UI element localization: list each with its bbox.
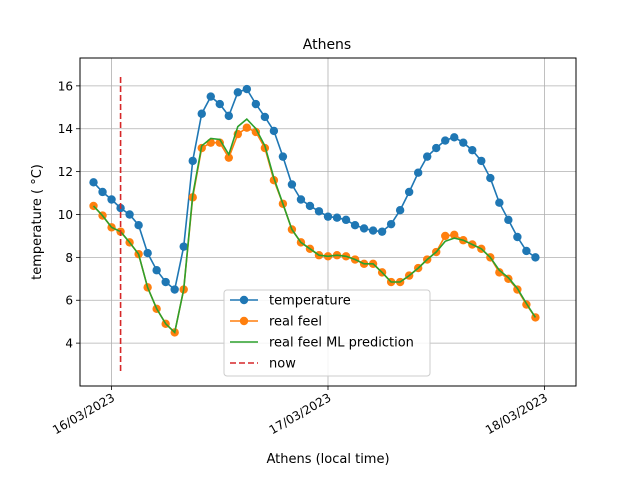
- series-1-point: [495, 268, 504, 277]
- series-0-point: [152, 266, 161, 275]
- plot-lines: [89, 75, 540, 371]
- series-1-point: [531, 313, 540, 322]
- series-line-0: [92, 88, 536, 291]
- y-tick-label: 4: [65, 337, 73, 351]
- series-0-point: [206, 92, 215, 101]
- legend-label: real feel: [269, 315, 322, 330]
- series-0-point: [224, 111, 233, 121]
- series-0-point: [441, 136, 450, 145]
- grid: [80, 58, 576, 386]
- series-0-point: [377, 227, 387, 236]
- series-0-point: [161, 277, 170, 287]
- series-0-point: [233, 88, 243, 97]
- series-0-point: [423, 152, 432, 161]
- ticks: 4 6 8 10 12 14 16 16/03/2023 17/03/2023 18/03/202…: [50, 79, 550, 437]
- series-0-point: [197, 109, 206, 118]
- series-0-point: [495, 198, 504, 207]
- x-tick-label: 18/03/2023: [483, 390, 550, 437]
- legend-label: real feel ML prediction: [269, 336, 414, 351]
- y-tick-label: 10: [58, 208, 73, 222]
- series-0-point: [332, 213, 342, 222]
- series-0-point: [413, 168, 423, 177]
- series-0-point: [522, 246, 531, 256]
- x-tick-label: 17/03/2023: [267, 390, 334, 437]
- series-0-point: [468, 145, 477, 155]
- series-0-point: [341, 215, 351, 225]
- series-0-point: [432, 143, 441, 153]
- y-tick-label: 8: [65, 251, 73, 265]
- series-0-point: [386, 219, 396, 229]
- series-0-point: [251, 99, 261, 109]
- series-0-point: [350, 221, 360, 230]
- y-tick-label: 16: [58, 79, 73, 93]
- y-tick-label: 14: [58, 122, 73, 136]
- series-0-point: [260, 112, 270, 122]
- chart-title: Athens: [303, 37, 351, 53]
- series-0-point: [486, 173, 495, 183]
- series-0-point: [504, 215, 513, 225]
- series-0-point: [305, 201, 315, 211]
- series-0-point: [179, 242, 188, 251]
- legend-box: [223, 289, 431, 377]
- series-0-point: [170, 285, 179, 294]
- series-1-point: [441, 231, 450, 241]
- series-0-point: [459, 138, 468, 147]
- series-0-point: [242, 84, 252, 94]
- legend-marker: [239, 295, 249, 305]
- series-0-point: [404, 187, 414, 197]
- y-tick-label: 12: [58, 165, 73, 179]
- series-0-point: [314, 207, 324, 216]
- series-0-point: [395, 206, 405, 215]
- series-0-point: [296, 195, 306, 204]
- series-0-point: [89, 178, 98, 187]
- legend-label: now: [269, 357, 296, 372]
- series-0-point: [107, 195, 116, 204]
- series-1-point: [215, 138, 224, 147]
- legend: temperature real feel real feel ML predict…: [223, 289, 431, 377]
- series-0-point: [531, 253, 540, 262]
- series-0-point: [368, 226, 378, 235]
- series-line-2: [92, 118, 537, 334]
- legend-label: temperature: [269, 294, 351, 309]
- series-0-point: [278, 152, 288, 161]
- series-0-point: [269, 126, 279, 136]
- y-axis-label: temperature ( °C): [30, 164, 45, 280]
- series-1-point: [206, 138, 215, 147]
- series-0-point: [323, 212, 333, 221]
- series-1-point: [450, 230, 459, 240]
- series-0-point: [98, 187, 107, 197]
- y-tick-label: 6: [65, 294, 73, 308]
- series-0-point: [287, 180, 297, 189]
- series-0-point: [513, 232, 522, 242]
- series-0-point: [477, 156, 486, 166]
- x-axis-label: Athens (local time): [266, 452, 389, 467]
- series-1-point: [224, 153, 233, 162]
- series-0-point: [134, 221, 143, 230]
- series-0-point: [215, 99, 224, 109]
- series-0-point: [450, 133, 459, 142]
- series-0-point: [125, 210, 134, 219]
- legend-marker: [239, 316, 249, 326]
- series-0-point: [188, 156, 197, 166]
- series-1-point: [242, 123, 252, 132]
- series-0-point: [359, 224, 369, 233]
- series-0-point: [143, 248, 152, 258]
- x-tick-label: 16/03/2023: [50, 390, 117, 437]
